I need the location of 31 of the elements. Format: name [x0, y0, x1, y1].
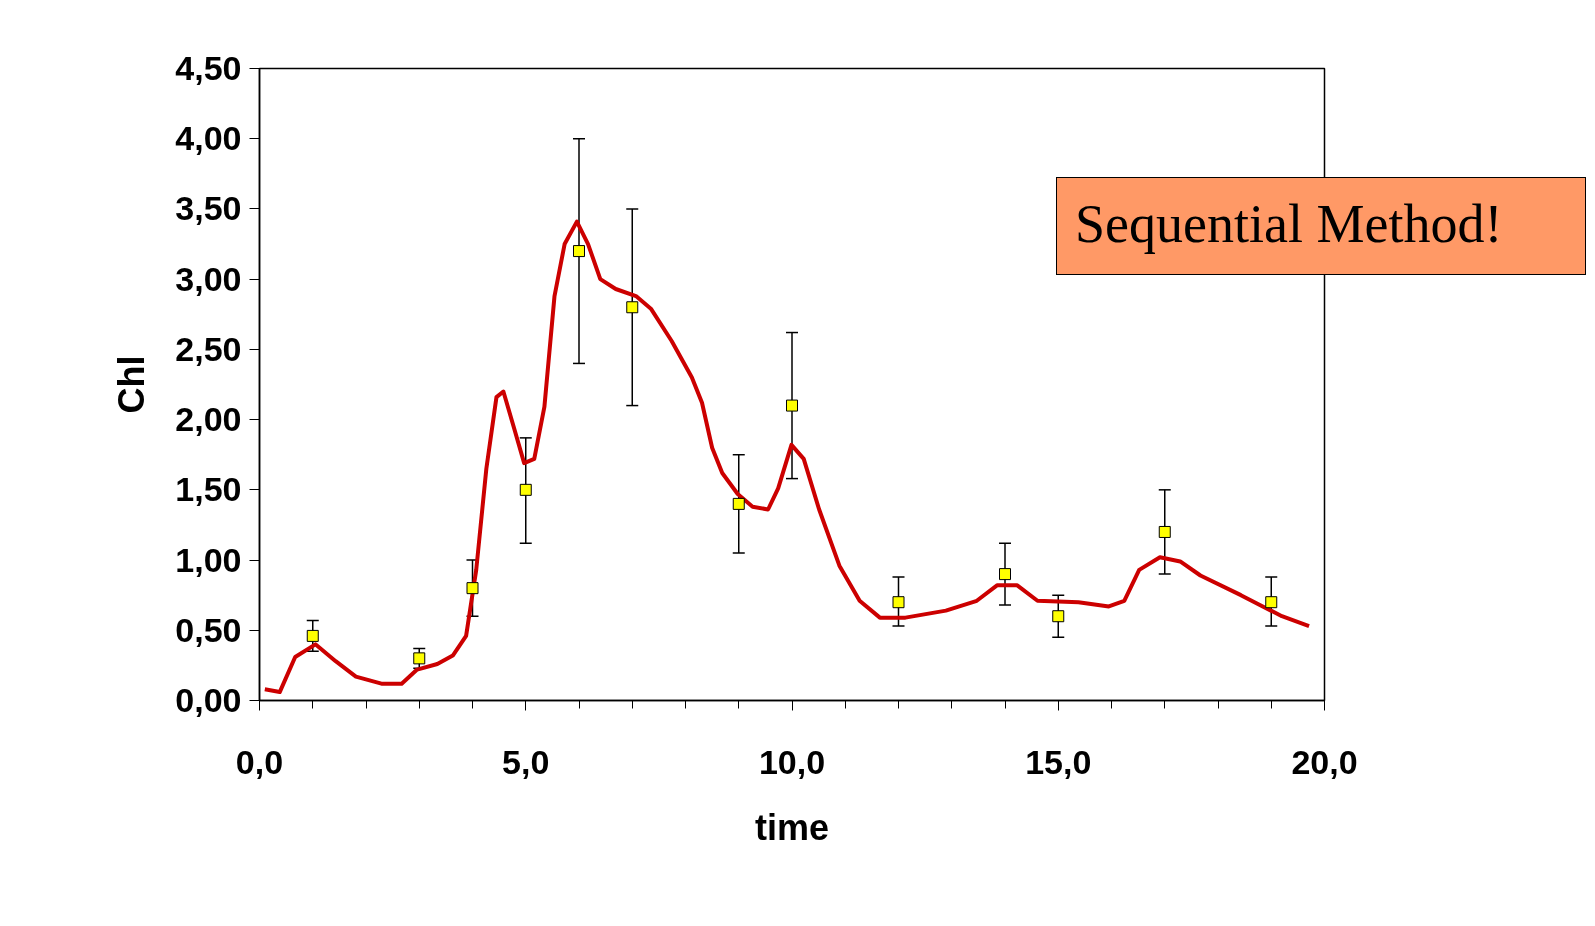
y-tick-label: 3,00	[175, 259, 242, 298]
y-tick-label: 2,00	[175, 400, 242, 439]
x-tick-label: 15,0	[1025, 742, 1092, 781]
point	[732, 497, 745, 510]
point	[892, 596, 905, 609]
y-tick-label: 0,50	[175, 610, 242, 649]
y-tick-label: 4,00	[175, 119, 242, 158]
y-tick-label: 4,50	[175, 49, 242, 87]
x-tick-label: 5,0	[502, 742, 550, 781]
annotation: Sequential Method!	[1075, 193, 1503, 256]
x-tick-label: 20,0	[1291, 742, 1358, 781]
point	[1265, 596, 1278, 609]
point	[1158, 525, 1171, 538]
y-tick-label: 1,00	[175, 540, 242, 579]
y-axis-title: Chl	[111, 355, 153, 414]
point	[786, 399, 798, 412]
x-tick-label: 0,0	[235, 742, 284, 781]
x-tick-label: 10,0	[758, 742, 826, 781]
y-tick-label: 1,50	[175, 470, 242, 509]
point	[626, 301, 639, 314]
point	[519, 483, 532, 496]
y-tick-label: 3,50	[175, 189, 242, 228]
y-tick-label: 2,50	[175, 329, 242, 368]
point	[306, 629, 319, 642]
point	[1052, 610, 1065, 623]
x-axis-title: time	[754, 806, 830, 848]
point	[999, 568, 1011, 581]
y-tick-label: 0,00	[175, 681, 242, 719]
point	[466, 582, 479, 595]
point	[413, 652, 426, 665]
point	[573, 245, 585, 258]
